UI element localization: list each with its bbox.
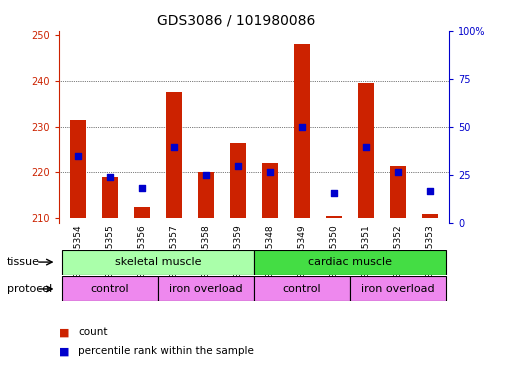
Text: control: control: [91, 284, 129, 294]
Point: [106, 174, 114, 180]
Point: [202, 172, 210, 178]
Bar: [350, 276, 446, 301]
Bar: [166, 93, 182, 218]
Bar: [70, 120, 86, 218]
Text: skeletal muscle: skeletal muscle: [115, 257, 201, 267]
Point: [234, 162, 242, 169]
Point: [362, 144, 370, 151]
Text: control: control: [283, 284, 321, 294]
Text: count: count: [78, 327, 108, 337]
Bar: [422, 214, 438, 218]
Text: GDS3086 / 101980086: GDS3086 / 101980086: [157, 13, 315, 27]
Point: [330, 190, 338, 196]
Bar: [358, 83, 374, 218]
Bar: [134, 207, 150, 218]
Point: [393, 169, 402, 175]
Point: [74, 153, 82, 159]
Bar: [390, 166, 406, 218]
Point: [138, 185, 146, 192]
Text: percentile rank within the sample: percentile rank within the sample: [78, 346, 254, 356]
Bar: [102, 177, 118, 218]
Text: protocol: protocol: [7, 284, 52, 294]
Bar: [254, 276, 350, 301]
Bar: [254, 250, 446, 275]
Bar: [62, 250, 254, 275]
Bar: [62, 276, 158, 301]
Bar: [198, 172, 214, 218]
Text: ■: ■: [59, 346, 69, 356]
Text: tissue: tissue: [7, 257, 40, 267]
Text: ■: ■: [59, 327, 69, 337]
Text: iron overload: iron overload: [169, 284, 243, 294]
Bar: [230, 143, 246, 218]
Point: [298, 124, 306, 130]
Bar: [158, 276, 254, 301]
Point: [266, 169, 274, 175]
Bar: [326, 216, 342, 218]
Text: iron overload: iron overload: [361, 284, 435, 294]
Text: cardiac muscle: cardiac muscle: [308, 257, 392, 267]
Point: [426, 188, 434, 194]
Bar: [294, 45, 310, 218]
Bar: [262, 163, 278, 218]
Point: [170, 144, 178, 151]
